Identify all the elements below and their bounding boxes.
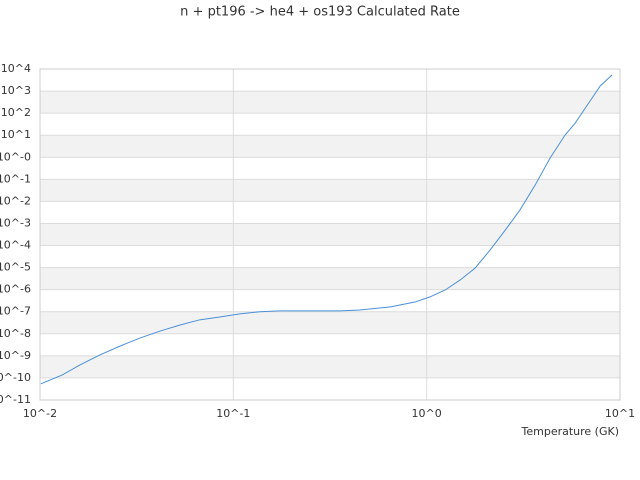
plot-border — [39, 68, 621, 401]
y-tick-label: 10^-3 — [0, 216, 31, 229]
chart-title: n + pt196 -> he4 + os193 Calculated Rate — [180, 5, 460, 20]
plot-area — [39, 68, 621, 401]
x-tick-label: 10^-1 — [216, 407, 250, 420]
y-tick-label: 10^-11 — [0, 393, 31, 406]
grid-band — [40, 223, 620, 246]
x-tick-label: 10^-2 — [23, 407, 57, 420]
y-tick-label: 10^-8 — [0, 327, 31, 340]
y-tick-label: 10^-6 — [0, 283, 31, 296]
y-tick-label: 10^2 — [1, 106, 31, 119]
y-tick-label: 10^-2 — [0, 194, 31, 207]
y-tick-label: 10^-7 — [0, 305, 31, 318]
line-series — [40, 74, 613, 385]
y-tick-label: 10^-1 — [0, 172, 31, 185]
x-tick-label: 10^1 — [605, 407, 635, 420]
y-tick-label: 10^-9 — [0, 349, 31, 362]
y-tick-label: 10^-4 — [0, 239, 31, 252]
grid-band — [40, 179, 620, 202]
x-axis-label: Temperature (GK) — [521, 425, 620, 438]
y-tick-label: 10^4 — [1, 62, 31, 75]
y-tick-label: 10^-0 — [0, 150, 31, 163]
grid-band — [40, 135, 620, 158]
grid-band — [40, 355, 620, 378]
y-tick-label: 10^3 — [1, 84, 31, 97]
x-tick-label: 10^0 — [412, 407, 442, 420]
grid-band — [40, 311, 620, 334]
grid-band — [40, 91, 620, 114]
y-tick-label: 10^1 — [1, 128, 31, 141]
grid-band — [40, 267, 620, 290]
y-tick-label: 10^-10 — [0, 371, 31, 384]
y-tick-label: 10^-5 — [0, 261, 31, 274]
